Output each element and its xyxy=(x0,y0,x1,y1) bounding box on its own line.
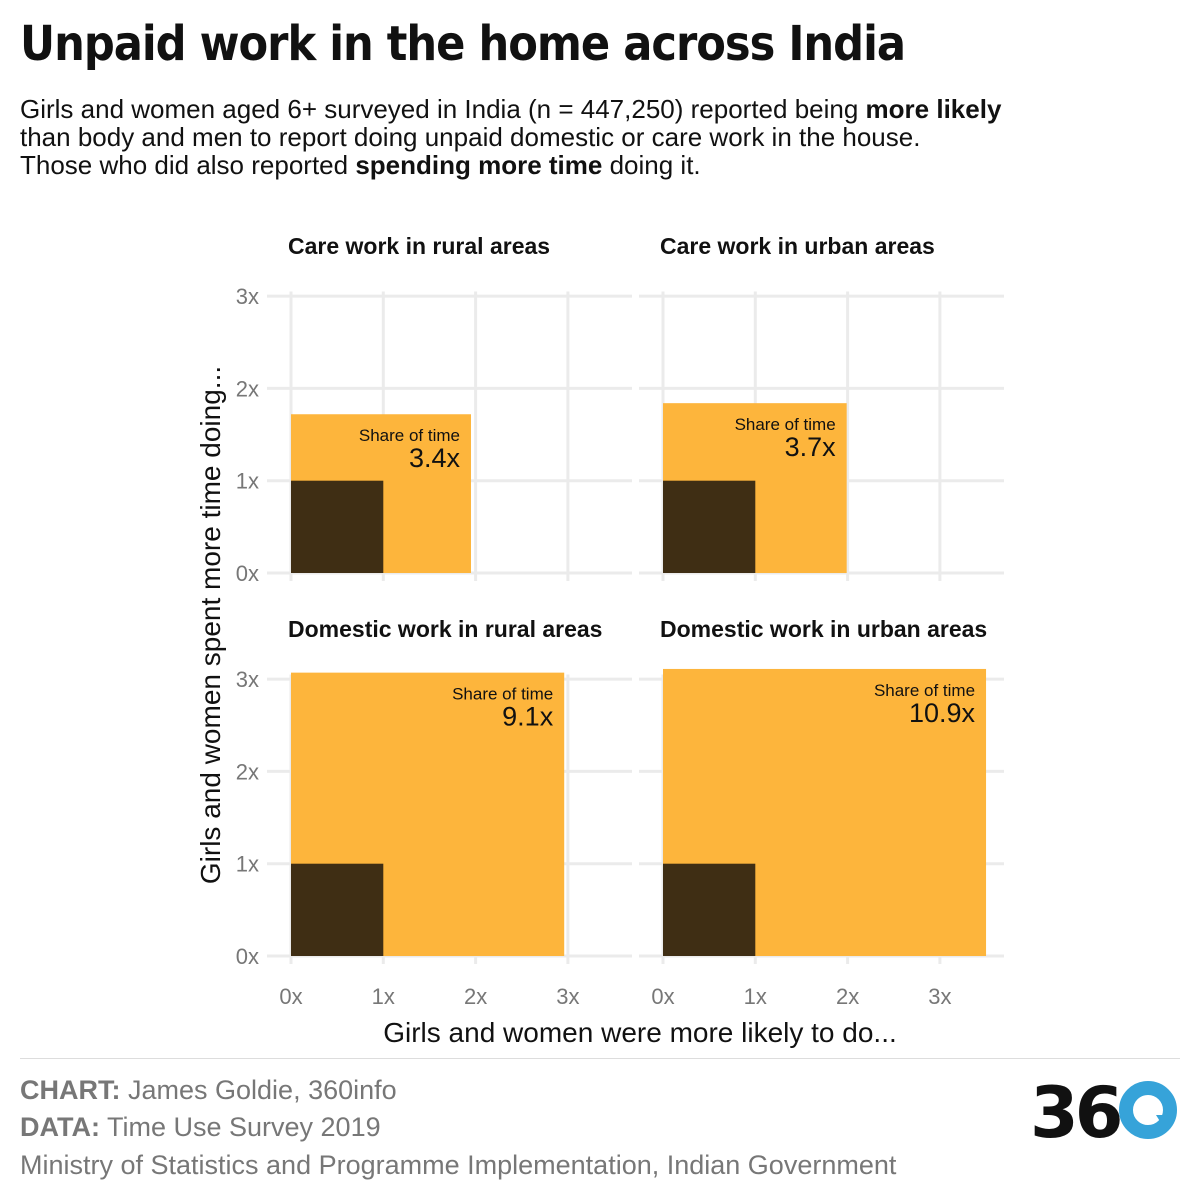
panel-title: Care work in rural areas xyxy=(288,233,550,259)
y-tick-label: 3x xyxy=(236,667,259,692)
share-of-time-label: Share of time xyxy=(359,426,460,445)
panel-title: Domestic work in rural areas xyxy=(288,616,602,642)
x-tick-label: 1x xyxy=(744,984,767,1009)
footer-chart-label: CHART: xyxy=(20,1075,121,1105)
panel-4: Domestic work in urban areas Share of tim… xyxy=(639,616,1004,1009)
y-tick-label: 2x xyxy=(236,759,259,784)
subtitle-line3-end: doing it. xyxy=(602,150,701,180)
share-of-time-value: 3.7x xyxy=(785,432,837,462)
x-tick-label: 0x xyxy=(651,984,674,1009)
panel-title: Care work in urban areas xyxy=(660,233,935,259)
y-tick-label: 0x xyxy=(236,944,259,969)
panel-2: Care work in urban areas Share of time3.7… xyxy=(639,233,1004,581)
men-baseline-rect xyxy=(291,863,384,956)
y-tick-label: 3x xyxy=(236,284,259,309)
subtitle-line3-text: Those who did also reported xyxy=(20,150,356,180)
men-baseline-rect xyxy=(663,863,756,956)
y-tick-label: 1x xyxy=(236,469,259,494)
share-of-time-value: 3.4x xyxy=(409,443,461,473)
y-tick-label: 1x xyxy=(236,852,259,877)
share-of-time-label: Share of time xyxy=(735,415,836,434)
men-baseline-rect xyxy=(291,480,384,573)
chart-subtitle: Girls and women aged 6+ surveyed in Indi… xyxy=(20,95,1170,179)
panel-1: Care work in rural areas Share of time3.4… xyxy=(236,233,632,586)
chart-title: Unpaid work in the home across India xyxy=(20,16,906,72)
men-baseline-rect xyxy=(663,480,756,573)
footer-organisation: Ministry of Statistics and Programme Imp… xyxy=(20,1150,897,1180)
footer-data-label: DATA: xyxy=(20,1112,100,1142)
share-of-time-value: 9.1x xyxy=(502,702,554,732)
footer-data-credit: DATA: Time Use Survey 2019 xyxy=(20,1112,381,1142)
x-tick-label: 0x xyxy=(279,984,302,1009)
x-tick-label: 3x xyxy=(556,984,579,1009)
x-tick-label: 3x xyxy=(928,984,951,1009)
360info-logo: 36 xyxy=(1030,1075,1177,1145)
footer-divider xyxy=(20,1058,1180,1059)
subtitle-line2-text: than body and men to report doing unpaid… xyxy=(20,122,921,152)
y-tick-label: 0x xyxy=(236,561,259,586)
x-tick-label: 2x xyxy=(836,984,859,1009)
footer-data-value: Time Use Survey 2019 xyxy=(99,1112,381,1142)
share-of-time-value: 10.9x xyxy=(909,698,976,728)
subtitle-emphasis-more-likely: more likely xyxy=(865,94,1002,124)
x-tick-label: 2x xyxy=(464,984,487,1009)
logo-ring-icon xyxy=(1119,1081,1177,1139)
share-of-time-label: Share of time xyxy=(452,685,553,704)
logo-text: 36 xyxy=(1030,1075,1120,1145)
subtitle-emphasis-more-time: spending more time xyxy=(355,150,603,180)
subtitle-line1-text: Girls and women aged 6+ surveyed in Indi… xyxy=(20,94,866,124)
x-axis-label: Girls and women were more likely to do..… xyxy=(383,1017,897,1048)
footer-chart-value: James Goldie, 360info xyxy=(120,1075,397,1105)
share-of-time-label: Share of time xyxy=(874,681,975,700)
logo-arrow-icon xyxy=(1156,1115,1176,1131)
y-axis-label: Girls and women spent more time doing... xyxy=(195,366,226,884)
panel-title: Domestic work in urban areas xyxy=(660,616,987,642)
footer-chart-credit: CHART: James Goldie, 360info xyxy=(20,1075,397,1105)
panel-3: Domestic work in rural areas Share of tim… xyxy=(236,616,632,1009)
y-tick-label: 2x xyxy=(236,376,259,401)
x-tick-label: 1x xyxy=(372,984,395,1009)
